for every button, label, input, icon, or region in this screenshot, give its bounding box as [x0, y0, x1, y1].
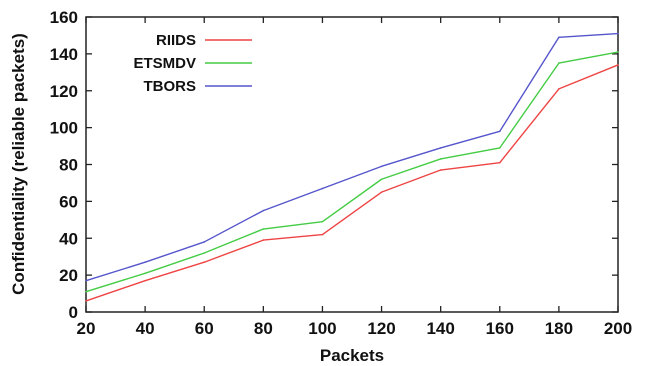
data-point-etsmdv [203, 252, 206, 254]
y-tick-label: 20 [59, 266, 78, 285]
x-tick-label: 120 [367, 319, 395, 338]
y-tick-label: 80 [59, 156, 78, 175]
y-axis-title: Confidentiality (reliable packets) [9, 33, 28, 295]
data-point-riids [85, 300, 87, 302]
data-point-riids [380, 191, 383, 193]
x-tick-label: 60 [195, 319, 214, 338]
x-axis-title: Packets [320, 346, 384, 365]
y-tick-label: 160 [50, 8, 78, 27]
data-point-riids [617, 64, 619, 66]
data-point-tbors [439, 147, 442, 149]
data-point-etsmdv [85, 290, 87, 293]
y-axis: 0 20 40 60 80 100 120 140 160 [50, 8, 618, 322]
series-line-etsmdv [85, 51, 619, 293]
data-point-riids [203, 261, 206, 264]
data-point-tbors [558, 36, 560, 39]
y-tick-label: 0 [69, 303, 78, 322]
x-tick-label: 40 [136, 319, 155, 338]
data-point-riids [144, 279, 146, 282]
data-point-etsmdv [144, 272, 146, 275]
data-point-etsmdv [262, 228, 265, 230]
y-tick-label: 120 [50, 82, 78, 101]
data-point-tbors [380, 165, 383, 168]
series-line-riids [85, 64, 619, 302]
data-point-riids [321, 233, 324, 236]
series-line-tbors [85, 32, 619, 282]
legend-label-tbors: TBORS [144, 78, 197, 95]
data-point-tbors [85, 279, 87, 282]
data-point-etsmdv [498, 147, 501, 149]
x-tick-label: 20 [77, 319, 96, 338]
series-lines [85, 32, 619, 302]
y-tick-label: 100 [50, 119, 78, 138]
data-point-tbors [617, 32, 619, 35]
data-point-etsmdv [439, 158, 442, 160]
x-tick-label: 100 [308, 319, 336, 338]
x-tick-label: 200 [604, 319, 632, 338]
x-tick-label: 160 [486, 319, 514, 338]
data-point-etsmdv [558, 62, 560, 64]
data-point-etsmdv [380, 178, 383, 181]
y-tick-label: 140 [50, 45, 78, 64]
data-point-tbors [498, 130, 501, 133]
data-point-tbors [321, 187, 324, 190]
legend-label-etsmdv: ETSMDV [133, 55, 196, 72]
data-point-riids [558, 88, 560, 90]
y-tick-label: 60 [59, 192, 78, 211]
data-point-etsmdv [321, 220, 324, 223]
data-point-tbors [203, 241, 206, 243]
x-tick-label: 180 [545, 319, 573, 338]
y-tick-label: 40 [59, 229, 78, 248]
x-axis: 20 40 60 80 100 120 140 160 180 200 [77, 17, 632, 338]
data-point-etsmdv [617, 51, 619, 53]
data-point-riids [498, 161, 501, 164]
x-tick-label: 80 [254, 319, 273, 338]
data-point-tbors [144, 261, 146, 264]
legend: RIIDS ETSMDV TBORS [133, 32, 252, 95]
legend-label-riids: RIIDS [156, 32, 196, 49]
x-tick-label: 140 [426, 319, 454, 338]
data-point-riids [262, 239, 265, 241]
data-point-riids [439, 169, 442, 171]
data-point-tbors [262, 209, 265, 212]
